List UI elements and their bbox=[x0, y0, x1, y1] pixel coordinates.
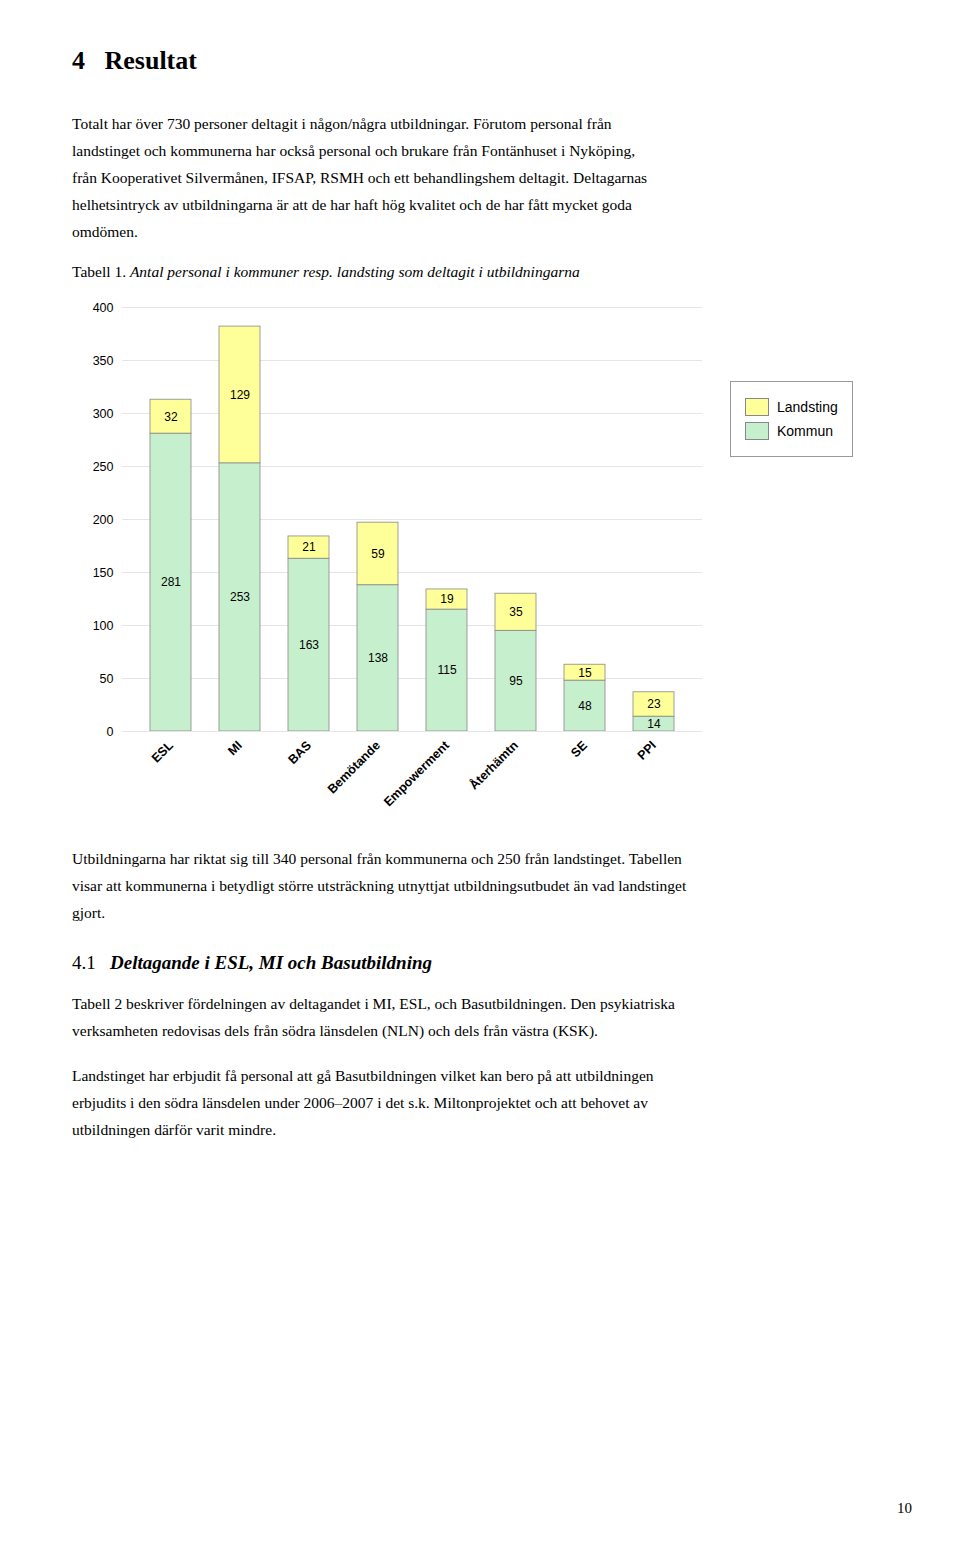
html-text:Tabell 2 beskriver fördelninge: Tabell 2 beskriver fördelningen av delta… bbox=[72, 995, 675, 1012]
svg-text:BAS: BAS bbox=[285, 738, 314, 767]
html-text:Kommun: Kommun bbox=[777, 423, 833, 439]
html-text:gjort.: gjort. bbox=[72, 904, 106, 921]
svg-text:SE: SE bbox=[568, 738, 590, 760]
svg-text:32: 32 bbox=[164, 410, 178, 424]
svg-text:50: 50 bbox=[100, 672, 114, 686]
html-text:verksamheten redovisas dels fr: verksamheten redovisas dels från södra l… bbox=[72, 1022, 598, 1039]
html-text:10: 10 bbox=[897, 1500, 912, 1516]
svg-text:19: 19 bbox=[440, 592, 454, 606]
html-text:från Kooperativet Silvermånen,: från Kooperativet Silvermånen, IFSAP, RS… bbox=[72, 169, 648, 186]
svg-text:281: 281 bbox=[161, 575, 181, 589]
html-text:visar att kommunerna i betydli: visar att kommunerna i betydligt större … bbox=[72, 877, 687, 894]
svg-text:48: 48 bbox=[578, 699, 592, 713]
svg-text:Återhämtn: Återhämtn bbox=[466, 738, 521, 793]
svg-text:253: 253 bbox=[230, 590, 250, 604]
svg-text:350: 350 bbox=[93, 354, 114, 368]
svg-text:14: 14 bbox=[647, 717, 661, 731]
svg-text:100: 100 bbox=[93, 619, 114, 633]
svg-text:129: 129 bbox=[230, 388, 250, 402]
svg-text:0: 0 bbox=[107, 725, 114, 739]
svg-text:400: 400 bbox=[93, 301, 114, 315]
svg-text:200: 200 bbox=[93, 513, 114, 527]
html-text:Landsting: Landsting bbox=[777, 399, 838, 415]
svg-text:PPI: PPI bbox=[635, 738, 659, 762]
svg-text:59: 59 bbox=[371, 547, 385, 561]
svg-text:35: 35 bbox=[509, 605, 523, 619]
html-text:utbildningen därför varit mind: utbildningen därför varit mindre. bbox=[72, 1121, 276, 1138]
svg-text:Bemötande: Bemötande bbox=[325, 738, 383, 796]
svg-text:95: 95 bbox=[509, 674, 523, 688]
html-text:landstinget och kommunerna har: landstinget och kommunerna har också per… bbox=[72, 142, 635, 159]
html-text:Landstinget har erbjudit få pe: Landstinget har erbjudit få personal att… bbox=[72, 1067, 654, 1084]
html-text:Utbildningarna har riktat sig: Utbildningarna har riktat sig till 340 p… bbox=[72, 850, 682, 867]
html-text:Tabell 1. Antal personal i kom: Tabell 1. Antal personal i kommuner resp… bbox=[72, 263, 580, 280]
html-text:erbjudits i den södra länsdele: erbjudits i den södra länsdelen under 20… bbox=[72, 1094, 648, 1111]
svg-text:250: 250 bbox=[93, 460, 114, 474]
svg-text:115: 115 bbox=[437, 663, 456, 677]
svg-text:21: 21 bbox=[302, 540, 316, 554]
svg-text:23: 23 bbox=[647, 697, 661, 711]
svg-text:ESL: ESL bbox=[149, 738, 176, 765]
svg-text:Empowerment: Empowerment bbox=[381, 738, 452, 809]
html-text:Totalt har över 730 personer d: Totalt har över 730 personer deltagit i … bbox=[72, 115, 612, 132]
html-text:omdömen.: omdömen. bbox=[72, 223, 138, 240]
svg-text:163: 163 bbox=[299, 638, 319, 652]
svg-text:15: 15 bbox=[578, 666, 592, 680]
svg-text:150: 150 bbox=[93, 566, 114, 580]
svg-text:138: 138 bbox=[368, 651, 388, 665]
svg-text:MI: MI bbox=[225, 738, 245, 758]
html-text:helhetsintryck av utbildningar: helhetsintryck av utbildningarna är att … bbox=[72, 196, 632, 213]
svg-text:300: 300 bbox=[93, 407, 114, 421]
html-text:4 Resultat: 4 Resultat bbox=[72, 46, 197, 75]
html-text:4.1 Deltagande i ESL, MI och B: 4.1 Deltagande i ESL, MI och Basutbildni… bbox=[72, 952, 432, 973]
